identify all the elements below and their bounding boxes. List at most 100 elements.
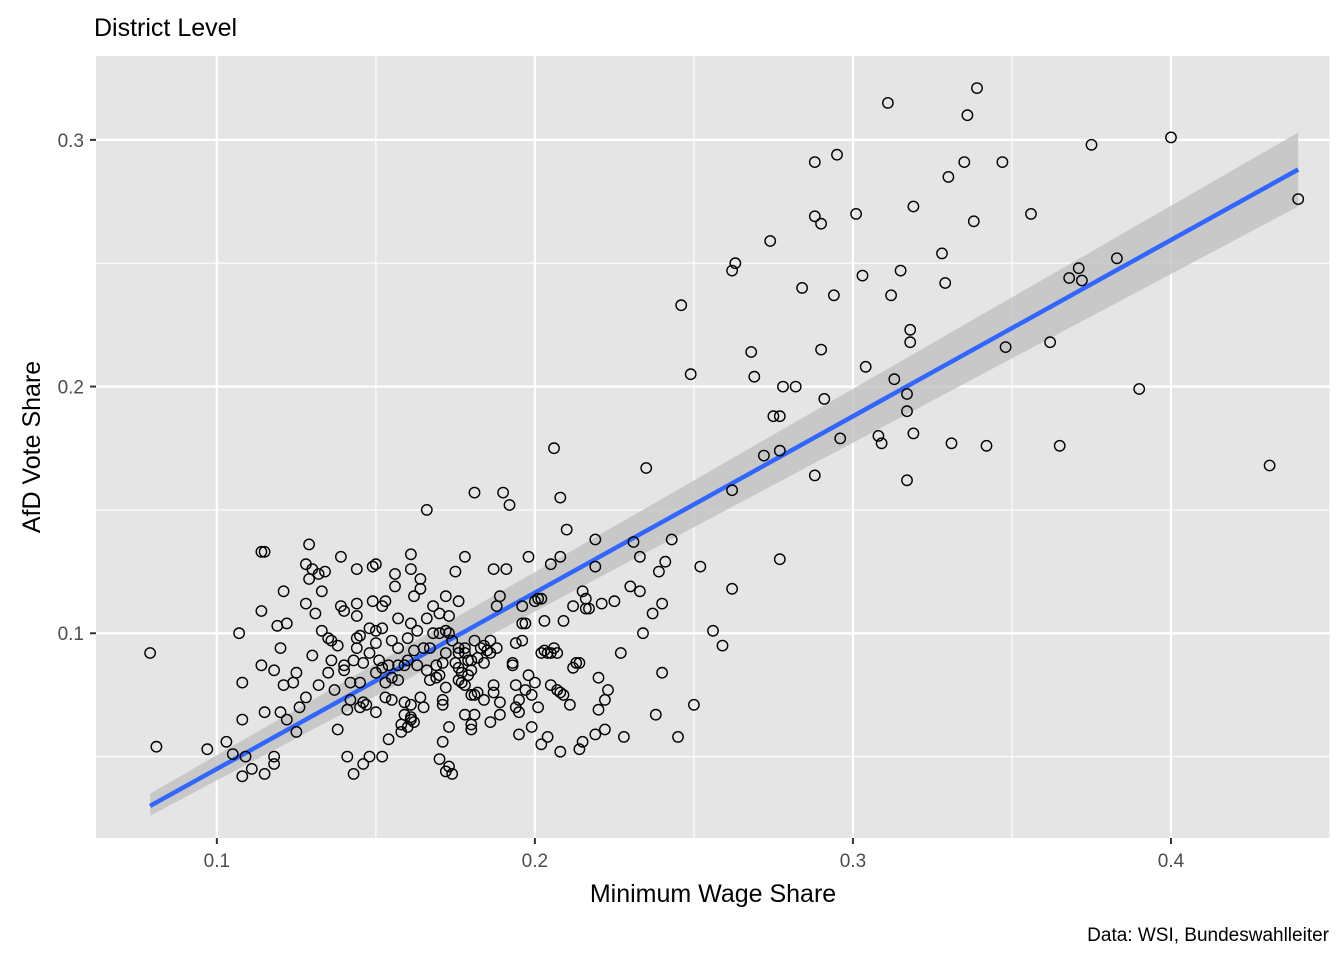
y-axis-title: AfD Vote Share <box>18 361 46 533</box>
scatter-point <box>748 370 761 383</box>
scatter-point <box>554 550 567 563</box>
scatter-point <box>344 694 357 706</box>
scatter-point <box>544 558 557 571</box>
scatter-point <box>1165 131 1177 144</box>
scatter-point <box>529 595 541 608</box>
scatter-point <box>1076 274 1088 287</box>
scatter-point <box>144 647 157 659</box>
scatter-point <box>532 701 544 714</box>
scatter-point <box>726 264 738 277</box>
scatter-point <box>541 731 554 743</box>
scatter-point <box>309 607 322 620</box>
scatter-point <box>592 671 605 684</box>
scatter-point <box>901 474 913 487</box>
scatter-point <box>560 523 573 536</box>
scatter-point <box>500 563 513 575</box>
scatter-point <box>815 343 827 356</box>
scatter-point <box>408 716 420 728</box>
scatter-point <box>554 686 567 699</box>
scatter-point <box>468 689 481 701</box>
scatter-point <box>513 706 525 719</box>
scatter-point <box>548 442 560 455</box>
scatter-point <box>439 681 452 694</box>
scatter-point <box>773 410 786 423</box>
scatter-point <box>392 659 404 672</box>
scatter-point <box>767 410 780 423</box>
scatter-point <box>427 600 439 612</box>
scatter-point <box>672 731 684 743</box>
scatter-point <box>579 602 592 615</box>
scatter-point <box>773 553 786 566</box>
scatter-point <box>233 627 246 640</box>
scatter-point <box>764 235 777 247</box>
scatter-point <box>850 207 862 220</box>
scatter-point <box>665 533 678 546</box>
scatter-point <box>376 661 389 674</box>
scatter-point <box>385 694 398 706</box>
scatter-point <box>350 597 363 610</box>
scatter-point <box>583 602 595 615</box>
x-tick-label: 0.2 <box>522 851 548 872</box>
scatter-point <box>589 728 602 741</box>
scatter-point <box>379 595 392 608</box>
scatter-point <box>637 627 649 640</box>
scatter-point <box>649 708 662 721</box>
scatter-point <box>996 156 1009 169</box>
x-tick-label: 0.1 <box>204 851 230 872</box>
scatter-point <box>519 617 532 630</box>
scatter-point <box>726 484 738 497</box>
scatter-point <box>465 723 478 736</box>
scatter-point <box>684 368 697 381</box>
scatter-point <box>872 429 885 442</box>
scatter-point <box>382 659 395 672</box>
scatter-point <box>497 486 509 499</box>
scatter-point <box>245 763 258 775</box>
scatter-point <box>808 156 821 169</box>
scatter-point <box>201 743 214 756</box>
scatter-point <box>487 679 500 691</box>
scatter-point <box>436 698 449 711</box>
scatter-point <box>570 657 583 669</box>
scatter-point <box>449 565 462 578</box>
scatter-point <box>236 713 249 726</box>
scatter-point <box>433 627 446 640</box>
scatter-point <box>322 666 335 679</box>
scatter-point <box>465 689 478 701</box>
scatter-point <box>509 679 522 691</box>
scatter-point <box>366 595 379 608</box>
scatter-point <box>646 607 659 620</box>
scatter-point <box>379 691 392 704</box>
scatter-point <box>338 605 350 617</box>
scatter-point <box>627 536 640 548</box>
scatter-point <box>382 733 395 746</box>
scatter-point <box>936 247 948 260</box>
scatter-point <box>522 669 535 682</box>
scatter-point <box>474 642 487 654</box>
scatter-point <box>446 634 459 647</box>
scatter-point <box>468 486 481 499</box>
scatter-point <box>404 698 417 711</box>
chart-title: District Level <box>94 14 237 42</box>
scatter-point <box>614 647 627 659</box>
scatter-point <box>1053 439 1066 452</box>
scatter-point <box>487 686 500 699</box>
scatter-point <box>971 82 983 95</box>
scatter-point <box>331 723 344 736</box>
scatter-point <box>525 721 538 733</box>
scatter-point <box>599 723 611 736</box>
y-tick-label: 0.3 <box>58 131 84 152</box>
scatter-point <box>557 689 570 701</box>
scatter-point <box>280 617 293 630</box>
scatter-point <box>350 563 363 575</box>
scatter-point <box>1292 193 1305 206</box>
scatter-point <box>290 666 303 679</box>
scatter-point <box>420 503 433 516</box>
scatter-point <box>369 637 382 649</box>
scatter-point <box>236 770 249 783</box>
scatter-point <box>688 698 700 711</box>
scatter-point <box>417 701 430 714</box>
scatter-point <box>1085 138 1098 151</box>
scatter-point <box>452 595 465 608</box>
scatter-point <box>471 686 484 699</box>
